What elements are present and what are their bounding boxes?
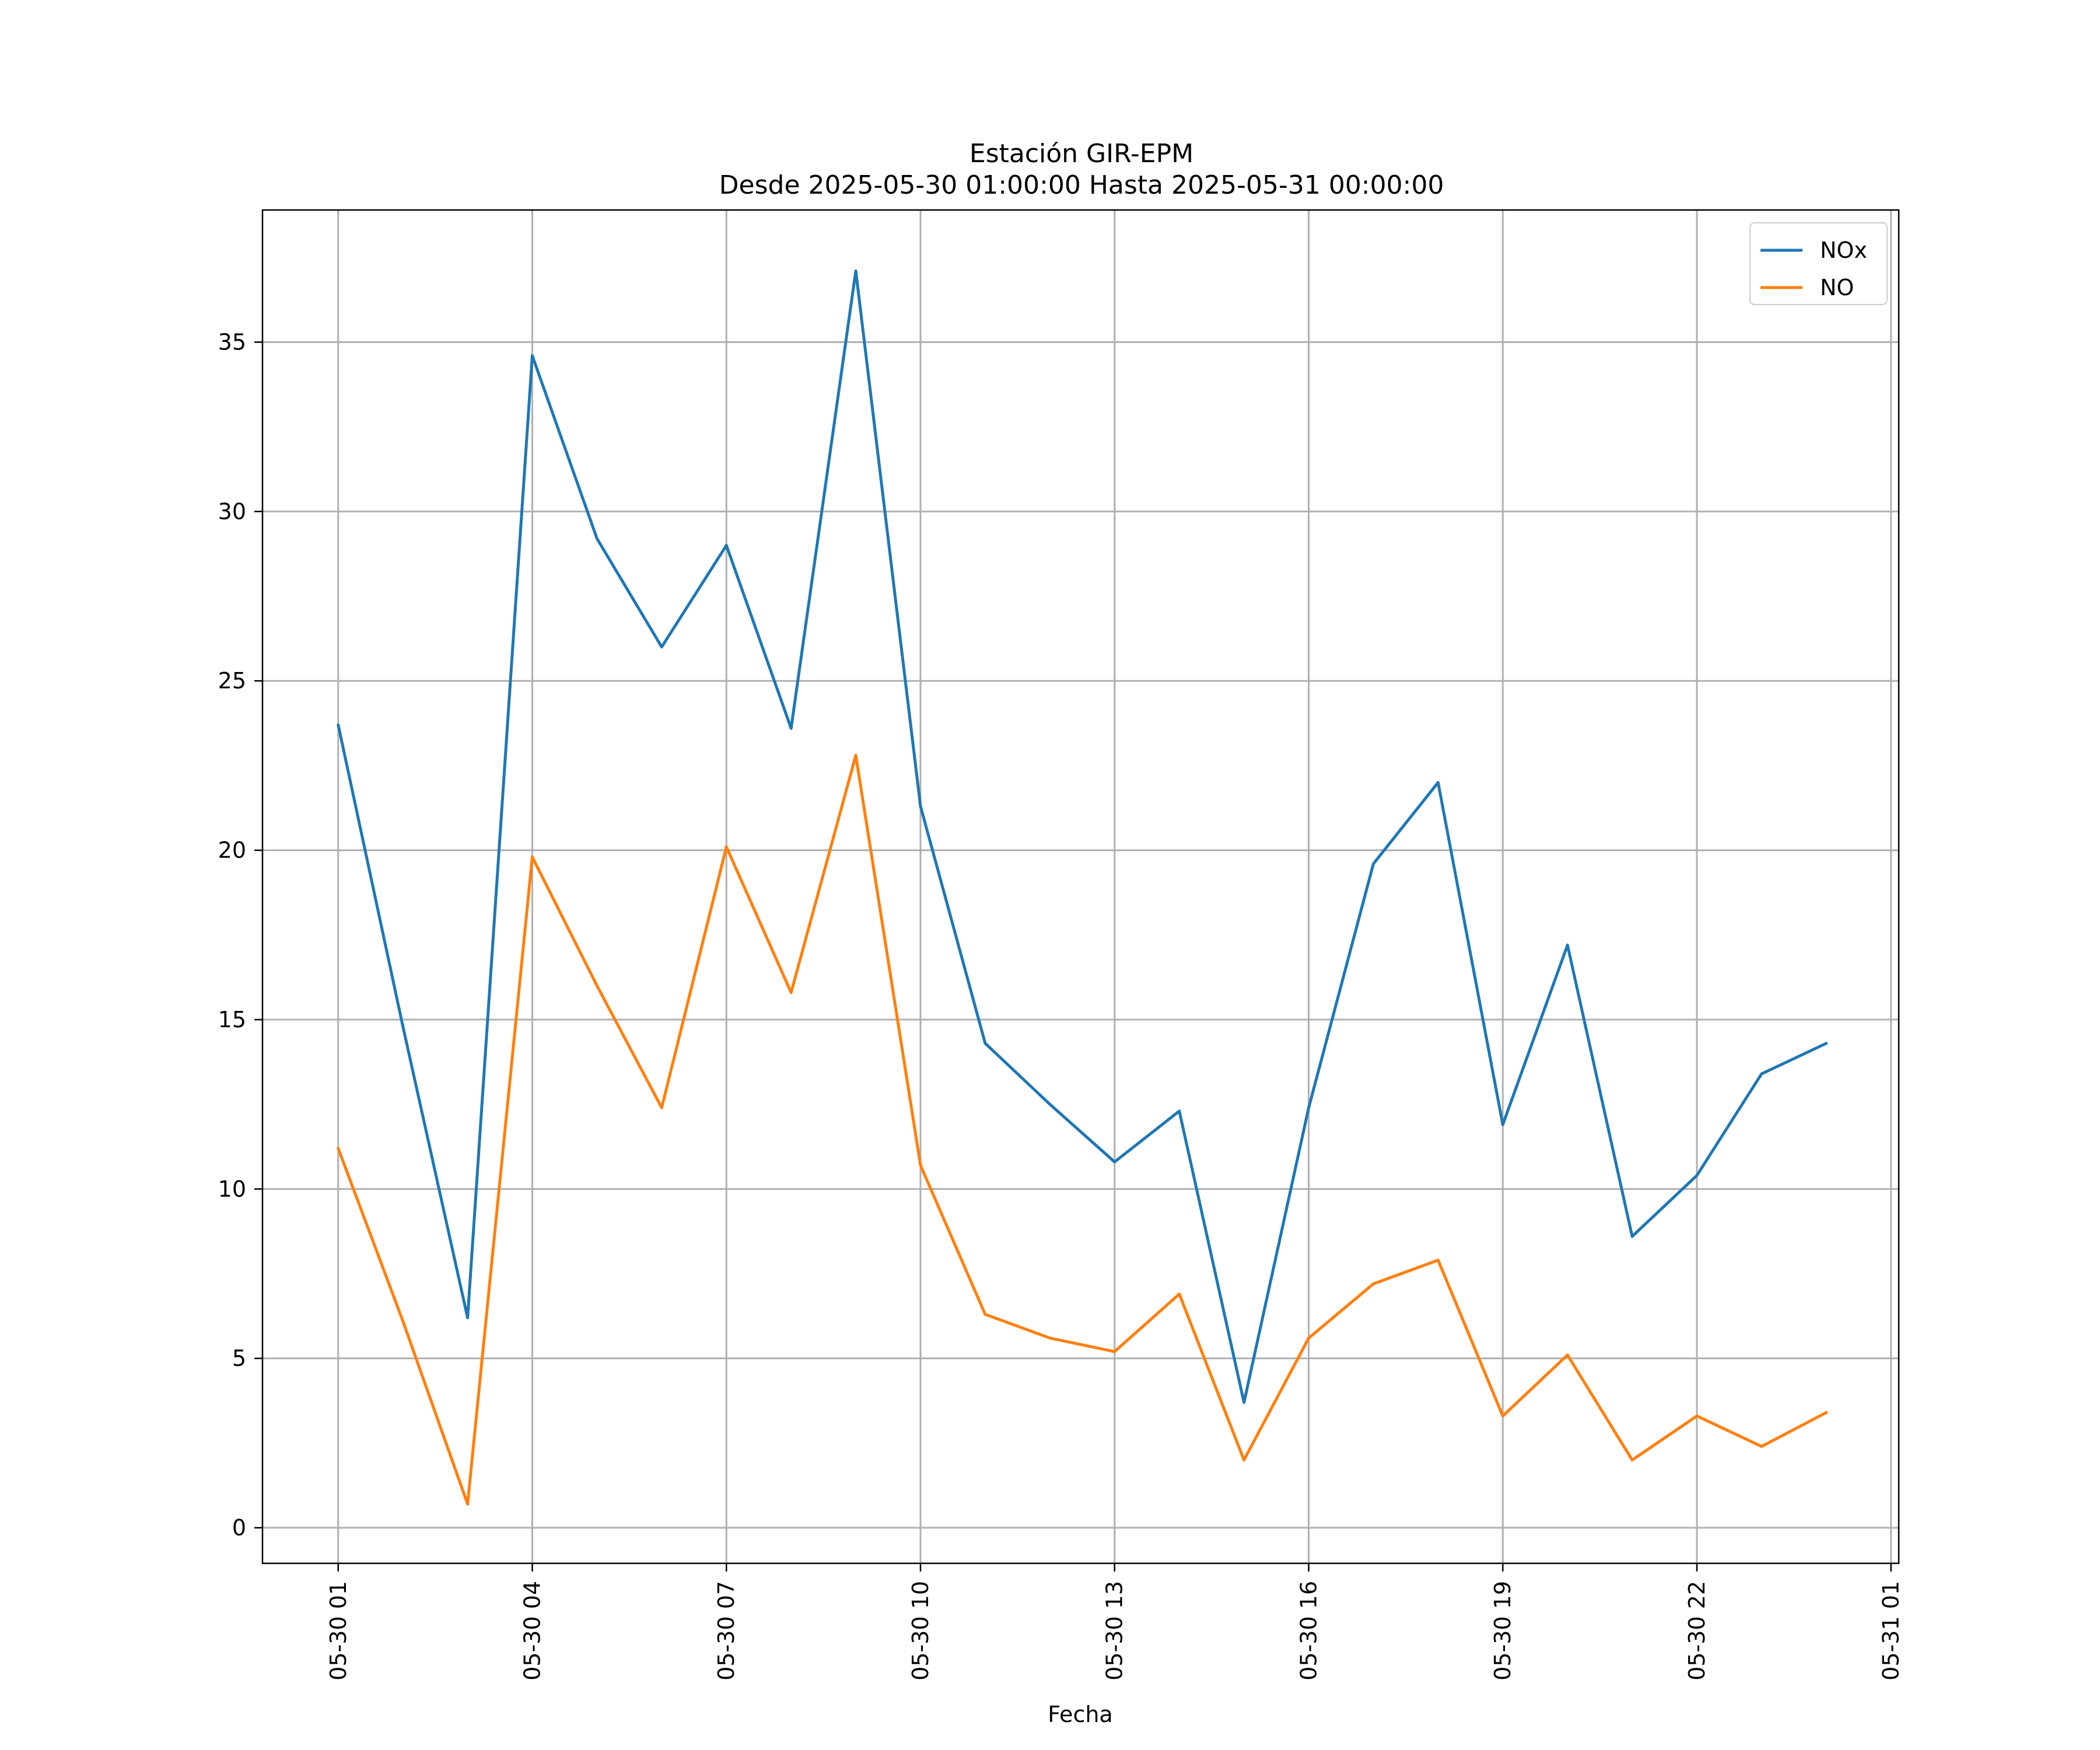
data-point-no [854,754,858,757]
x-tick-label: 05-30 22 [1684,1581,1710,1681]
plot-frame [261,209,1900,1564]
data-point-nox [724,544,728,547]
data-point-nox [1436,780,1440,784]
data-point-no [1307,1336,1310,1340]
data-point-nox [1371,862,1375,866]
data-point-nox [595,537,598,540]
x-tick-label: 05-30 13 [1102,1581,1128,1681]
data-point-nox [337,723,340,727]
data-point-no [1760,1445,1763,1448]
data-point-nox [1178,1110,1181,1113]
data-point-no [1566,1353,1569,1357]
y-tick-label: 15 [218,1007,246,1032]
data-point-nox [1501,1123,1504,1126]
grid [262,210,1899,1563]
data-point-no [1501,1414,1504,1418]
data-point-nox [1113,1160,1116,1164]
data-point-nox [1307,1106,1310,1110]
data-point-no [1695,1414,1699,1418]
y-tick-label: 0 [232,1515,246,1541]
series-line-no [337,754,1827,1506]
legend-box [1749,222,1888,305]
axes: 0 5 10 15 20 25 30 35 05-30 01 05-30 04 05-30 07 05… [218,329,1904,1680]
chart-title: Estación GIR-EPM [970,139,1194,169]
data-point-no [1113,1350,1116,1353]
y-tick-label: 25 [218,668,246,694]
data-point-nox [1566,943,1569,947]
y-tick-label: 20 [218,838,246,863]
data-point-no [1825,1411,1828,1415]
legend-label: NO [1820,275,1854,300]
data-point-no [1048,1336,1052,1340]
series-line-nox [337,270,1827,1404]
data-point-no [531,855,534,859]
data-point-nox [1695,1174,1699,1177]
y-tick-label: 5 [232,1346,246,1371]
x-tick-label: 05-30 10 [908,1581,933,1681]
data-point-no [919,1164,922,1167]
data-point-nox [531,354,534,358]
x-tick-label: 05-30 01 [326,1581,351,1681]
data-point-nox [984,1042,987,1045]
data-point-no [789,991,793,994]
data-point-no [337,1147,340,1150]
legend-label: NOx [1820,237,1867,263]
data-point-nox [401,1025,405,1028]
y-tick-label: 35 [218,329,246,355]
data-point-no [1242,1458,1246,1462]
data-point-nox [660,645,663,649]
data-point-no [1178,1292,1181,1296]
x-tick-label: 05-30 04 [520,1581,545,1681]
y-tick-label: 10 [218,1176,246,1202]
data-point-nox [1048,1102,1052,1106]
x-axis-label: Fecha [1048,1702,1112,1727]
data-point-no [1371,1282,1375,1286]
y-tick-label: 30 [218,499,246,524]
data-point-nox [1760,1072,1763,1076]
x-tick-label: 05-30 07 [713,1581,739,1681]
x-tick-label: 05-30 16 [1296,1581,1321,1681]
data-point-nox [1630,1235,1634,1238]
data-point-nox [789,727,793,730]
data-point-no [1630,1458,1634,1462]
legend: NOx NO [1749,222,1888,305]
data-point-nox [466,1316,470,1320]
data-point-nox [1825,1042,1828,1045]
data-point-no [1436,1258,1440,1262]
data-point-nox [1242,1401,1246,1404]
data-point-no [466,1502,470,1506]
data-point-nox [919,804,922,808]
data-point-no [401,1320,405,1323]
series-lines [337,270,1828,1506]
data-point-no [724,845,728,849]
data-point-nox [854,270,858,273]
chart-subtitle: Desde 2025-05-30 01:00:00 Hasta 2025-05-… [719,170,1444,200]
x-tick-label: 05-30 19 [1490,1581,1516,1681]
data-point-no [595,984,598,988]
x-tick-label: 05-31 01 [1878,1581,1904,1681]
data-point-no [984,1312,987,1316]
data-point-no [660,1106,663,1110]
